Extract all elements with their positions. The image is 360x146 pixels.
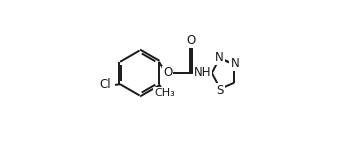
Text: Cl: Cl [99, 78, 111, 91]
Text: N: N [230, 57, 239, 70]
Text: CH₃: CH₃ [154, 88, 175, 98]
Text: O: O [186, 34, 195, 47]
Text: S: S [217, 84, 224, 97]
Text: N: N [215, 51, 224, 64]
Text: NH: NH [194, 66, 211, 80]
Text: O: O [163, 66, 172, 80]
